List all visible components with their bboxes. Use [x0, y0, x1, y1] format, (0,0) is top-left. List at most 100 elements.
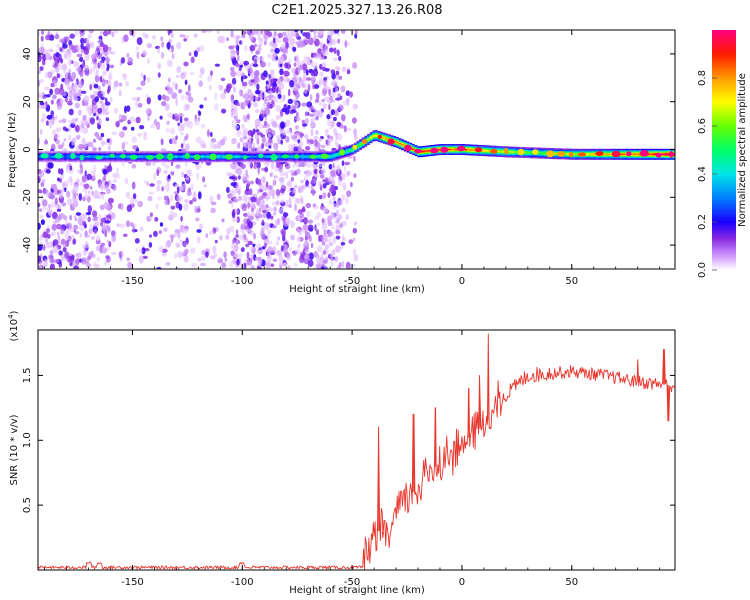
- noise-speck: [58, 87, 65, 96]
- ridge-blob: [556, 151, 566, 157]
- noise-speck: [94, 220, 100, 227]
- noise-speck: [116, 223, 120, 228]
- noise-speck: [43, 258, 48, 267]
- noise-speck: [303, 254, 309, 260]
- noise-speck: [96, 47, 100, 52]
- noise-speck: [305, 77, 312, 81]
- ridge-cell: [514, 151, 518, 153]
- noise-speck: [75, 125, 80, 133]
- ridge-blob: [242, 155, 248, 160]
- noise-speck: [234, 246, 238, 255]
- noise-speck: [334, 139, 338, 146]
- noise-speck: [76, 178, 80, 184]
- noise-speck: [294, 101, 300, 108]
- spectrogram-x-tick-label: 50: [565, 276, 578, 287]
- noise-speck: [287, 37, 293, 44]
- noise-speck: [289, 247, 292, 252]
- noise-speck: [50, 99, 54, 105]
- ridge-blob: [503, 147, 509, 155]
- noise-speck: [123, 34, 129, 43]
- noise-speck: [265, 262, 270, 269]
- noise-speck: [280, 176, 284, 183]
- noise-speck: [160, 51, 165, 59]
- noise-speck: [91, 190, 94, 196]
- noise-speck: [261, 209, 267, 214]
- noise-speck: [241, 208, 247, 212]
- ridge-blob: [669, 151, 674, 158]
- noise-speck: [270, 48, 275, 53]
- noise-speck: [304, 117, 309, 125]
- noise-speck: [174, 183, 180, 187]
- noise-speck: [55, 52, 60, 58]
- noise-speck: [216, 30, 220, 35]
- noise-speck: [90, 117, 95, 125]
- noise-speck: [273, 175, 278, 179]
- noise-speck: [135, 116, 141, 124]
- noise-speck: [77, 168, 80, 174]
- noise-speck: [341, 160, 345, 167]
- noise-speck: [153, 172, 157, 181]
- noise-speck: [47, 233, 51, 239]
- noise-speck: [107, 30, 112, 35]
- noise-speck: [277, 115, 282, 120]
- noise-speck: [170, 171, 175, 176]
- ridge-blob: [40, 153, 49, 159]
- ridge-cell: [564, 153, 568, 155]
- noise-speck: [142, 31, 146, 38]
- ridge-blob: [568, 151, 574, 158]
- noise-speck: [207, 129, 210, 137]
- noise-speck: [353, 134, 358, 140]
- noise-speck: [239, 64, 244, 68]
- ridge-cell: [143, 155, 146, 158]
- ridge-cell: [237, 155, 241, 158]
- ridge-cell: [451, 148, 455, 151]
- noise-speck: [338, 214, 343, 220]
- noise-speck: [104, 220, 111, 224]
- noise-speck: [124, 177, 129, 185]
- noise-speck: [265, 181, 269, 188]
- noise-speck: [272, 82, 278, 87]
- noise-speck: [176, 41, 182, 50]
- noise-speck: [305, 56, 310, 63]
- noise-speck: [353, 128, 357, 136]
- noise-speck: [80, 30, 84, 33]
- noise-speck: [313, 107, 316, 112]
- noise-speck: [264, 115, 268, 121]
- ridge-cell: [635, 153, 639, 156]
- noise-speck: [189, 72, 195, 76]
- ridge-cell: [469, 149, 473, 151]
- noise-speck: [248, 220, 253, 229]
- ridge-cell: [206, 155, 210, 158]
- noise-speck: [330, 120, 335, 128]
- noise-speck: [243, 92, 249, 100]
- noise-speck: [129, 197, 135, 205]
- noise-speck: [273, 206, 277, 213]
- noise-speck: [353, 254, 359, 262]
- noise-speck: [260, 199, 266, 206]
- noise-speck: [311, 52, 314, 58]
- noise-speck: [288, 198, 292, 205]
- noise-speck: [226, 186, 230, 193]
- noise-speck: [199, 223, 203, 230]
- noise-speck: [74, 30, 79, 37]
- noise-speck: [60, 189, 66, 193]
- noise-speck: [322, 183, 327, 189]
- noise-speck: [267, 90, 273, 95]
- noise-speck: [75, 67, 82, 72]
- noise-speck: [99, 31, 105, 35]
- noise-speck: [84, 140, 88, 147]
- noise-speck: [260, 30, 264, 35]
- noise-speck: [60, 238, 66, 245]
- noise-speck: [71, 118, 76, 125]
- noise-speck: [334, 109, 339, 117]
- noise-speck: [169, 234, 176, 239]
- noise-speck: [285, 41, 289, 50]
- noise-speck: [286, 253, 291, 261]
- noise-speck: [321, 222, 328, 231]
- ridge-cell: [64, 155, 67, 158]
- spectrogram-x-tick-label: 0: [459, 276, 465, 287]
- noise-speck: [287, 88, 291, 97]
- noise-speck: [170, 32, 174, 38]
- noise-speck: [312, 84, 316, 90]
- snr-y-scale: (x104): [7, 310, 20, 341]
